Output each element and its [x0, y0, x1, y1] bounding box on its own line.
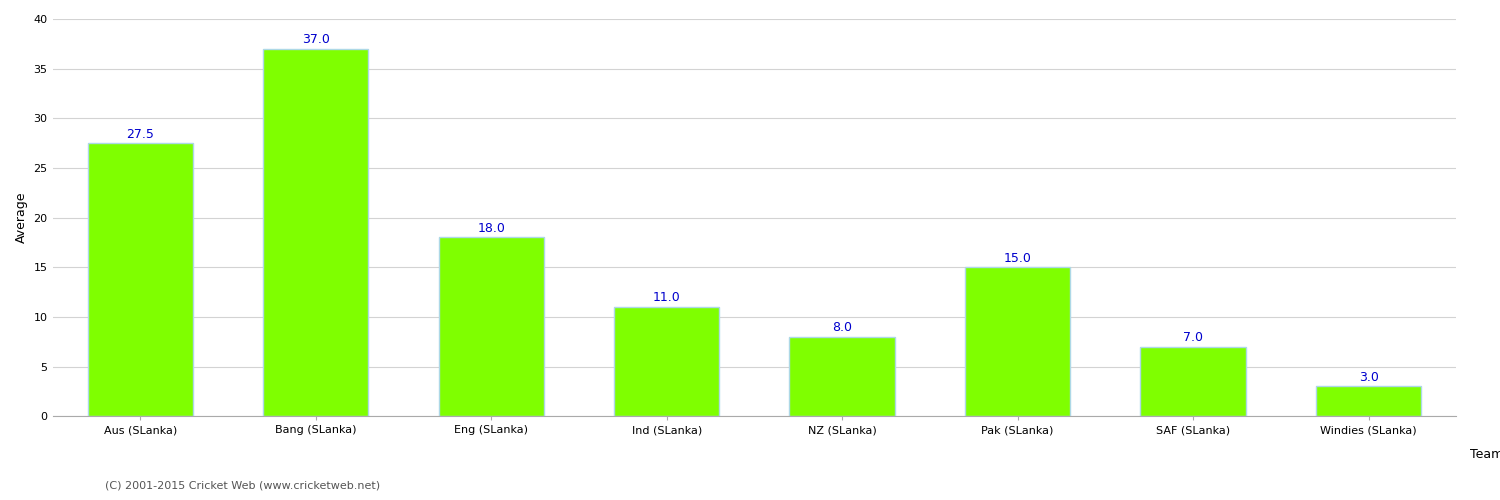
Bar	[614, 307, 720, 416]
Text: (C) 2001-2015 Cricket Web (www.cricketweb.net): (C) 2001-2015 Cricket Web (www.cricketwe…	[105, 480, 380, 490]
Bar	[87, 143, 194, 416]
Text: 8.0: 8.0	[833, 322, 852, 334]
Text: 15.0: 15.0	[1004, 252, 1032, 265]
Text: 37.0: 37.0	[302, 34, 330, 46]
Bar	[1140, 346, 1245, 416]
X-axis label: Team: Team	[1470, 448, 1500, 461]
Bar	[789, 337, 895, 416]
Text: 18.0: 18.0	[477, 222, 506, 235]
Text: 3.0: 3.0	[1359, 371, 1378, 384]
Text: 7.0: 7.0	[1184, 331, 1203, 344]
Text: 27.5: 27.5	[126, 128, 154, 140]
Text: 11.0: 11.0	[652, 292, 681, 304]
Bar	[964, 267, 1070, 416]
Bar	[1316, 386, 1420, 416]
Y-axis label: Average: Average	[15, 192, 28, 244]
Bar	[438, 238, 544, 416]
Bar	[262, 49, 369, 416]
